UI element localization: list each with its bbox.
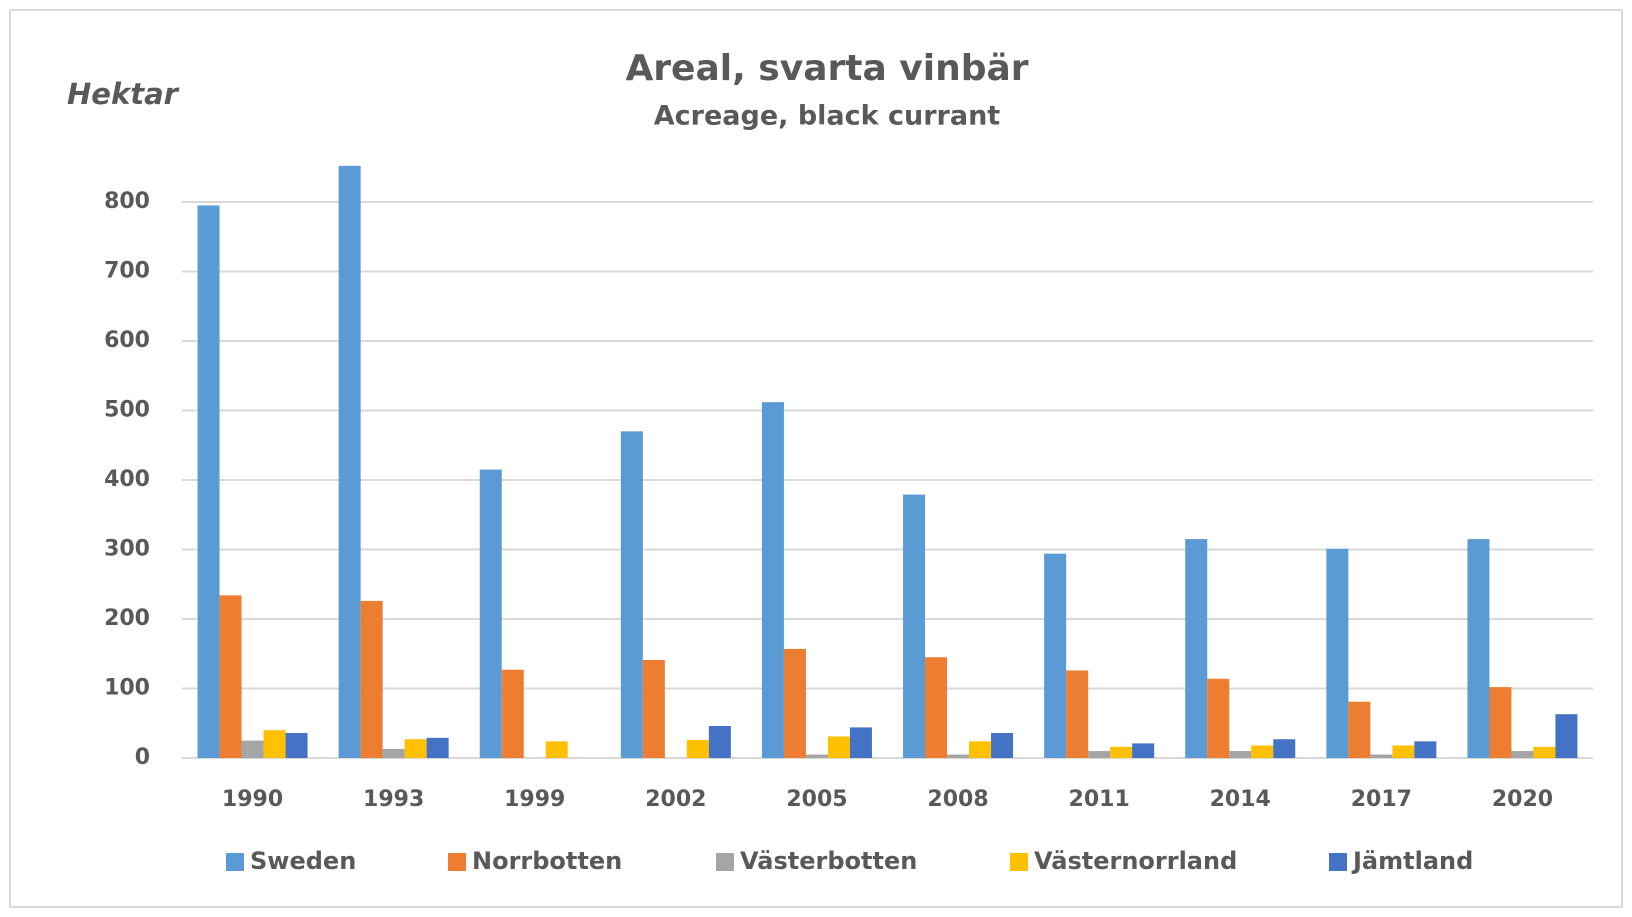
x-tick-label: 2002 [645,787,706,812]
bar [1185,539,1208,758]
bar [263,730,286,758]
legend-swatch [716,853,734,871]
bar [761,402,784,758]
y-tick-label: 500 [104,398,150,423]
legend-swatch [1329,853,1347,871]
y-tick-label: 200 [104,606,150,631]
bar [501,669,524,758]
bar [805,754,828,758]
bar [1533,746,1556,758]
y-tick-label: 100 [104,676,150,701]
x-tick-label: 1999 [504,787,565,812]
x-tick-label: 2011 [1069,787,1130,812]
bar [479,469,502,758]
x-tick-label: 2017 [1351,787,1412,812]
bar [1273,739,1296,758]
bar [903,494,926,758]
bar [783,648,806,758]
x-tick-label: 2014 [1210,787,1271,812]
y-tick-label: 0 [135,745,150,770]
y-axis-label: Hektar [67,77,180,111]
bar [991,732,1014,758]
bar [1392,745,1415,758]
bar [686,739,709,758]
bar [545,741,568,758]
bar [642,660,665,758]
x-tick-label: 2005 [786,787,847,812]
bar [1511,751,1534,758]
bar [925,657,948,758]
legend-label: Norrbotten [472,847,622,875]
x-tick-label: 1993 [363,787,424,812]
y-tick-label: 600 [104,328,150,353]
bar [197,205,220,759]
x-tick-label: 2020 [1492,787,1553,812]
legend-label: Västerbotten [740,847,917,875]
bar [382,748,405,758]
bar [969,741,992,758]
y-tick-label: 700 [104,259,150,284]
bar [947,754,970,758]
bar [1414,741,1437,758]
bar [338,165,361,759]
chart-title: Areal, svarta vinbär [625,48,1028,89]
legend-swatch [226,853,244,871]
legend-label: Jämtland [1351,847,1473,875]
bar [1132,743,1155,758]
chart-frame [9,9,1623,908]
bar [849,727,872,758]
legend-label: Västernorrland [1034,847,1237,875]
bar [1489,687,1512,758]
bar [620,431,643,758]
bar [1555,714,1578,758]
bar [1348,701,1371,758]
legend-swatch [448,853,466,871]
bar [1370,754,1393,758]
bar [285,732,308,758]
y-tick-label: 800 [104,189,150,214]
bar [708,726,731,758]
x-tick-label: 1990 [222,787,283,812]
bar [827,736,850,758]
bar [360,600,383,758]
bar [404,739,427,758]
bar [1044,553,1067,758]
bar [1088,751,1111,758]
bar [1066,670,1089,758]
bar [1207,678,1230,758]
bar [426,737,449,758]
y-tick-label: 300 [104,537,150,562]
bar [1326,548,1349,758]
bar [1467,539,1490,758]
bar [219,595,242,758]
bar [1229,751,1252,758]
legend-swatch [1010,853,1028,871]
bar [241,740,264,758]
legend-label: Sweden [250,847,356,875]
bar [1251,745,1274,758]
x-tick-label: 2008 [927,787,988,812]
y-tick-label: 400 [104,467,150,492]
chart-subtitle: Acreage, black currant [654,101,1001,132]
bar [1110,746,1133,758]
